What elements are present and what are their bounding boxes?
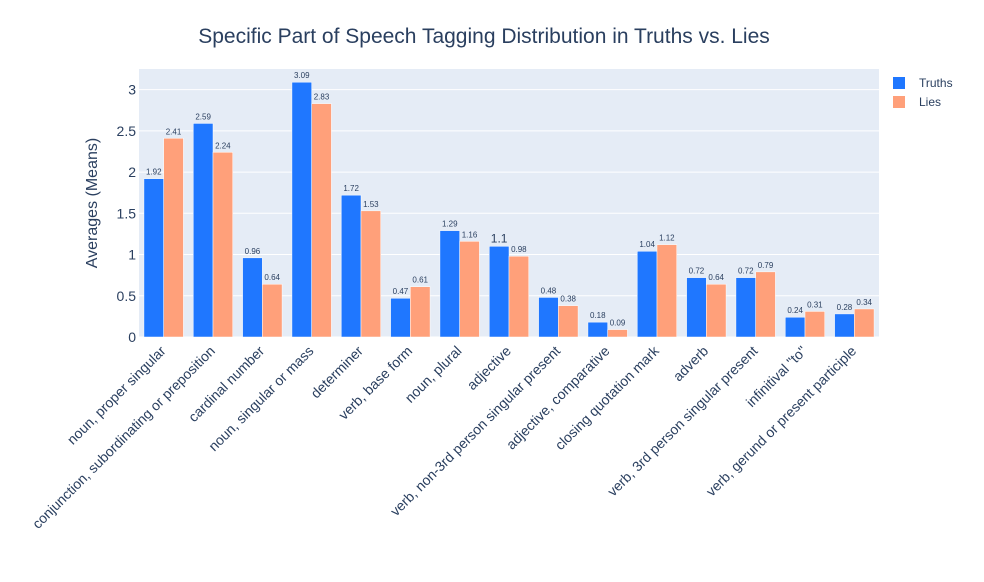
data-label: 0.31	[807, 300, 823, 309]
data-label: 3.09	[294, 71, 310, 80]
y-axis-ticks: 0 0.5 1 1.5 2 2.5 3	[117, 82, 137, 345]
bar-truths	[193, 123, 214, 338]
chart-title: Specific Part of Speech Tagging Distribu…	[198, 25, 770, 48]
data-label: 0.18	[590, 311, 606, 320]
data-label: 2.83	[314, 93, 330, 102]
bar-truths	[242, 257, 263, 338]
bar-lies	[163, 138, 184, 338]
bar-lies	[459, 241, 480, 338]
bars	[143, 81, 875, 338]
bar-lies	[854, 308, 875, 338]
bar-truths	[686, 277, 707, 338]
data-label: 0.34	[856, 298, 872, 307]
data-label: 2.24	[215, 141, 231, 150]
data-labels: 1.92 2.41 2.59 2.24 0.96 0.64 3.09 2.83 1.72 1.53…	[146, 71, 873, 327]
bar-lies	[262, 283, 283, 338]
y-tick-label: 1	[128, 247, 136, 263]
bar-truths	[587, 321, 608, 338]
bar-lies	[607, 329, 628, 338]
bar-lies	[656, 244, 677, 338]
data-label: 2.41	[166, 127, 182, 136]
data-label: 0.96	[245, 247, 261, 256]
bar-lies	[360, 210, 381, 338]
bar-truths	[390, 297, 411, 338]
bar-lies	[311, 103, 332, 338]
bar-truths	[489, 246, 510, 338]
data-label: 1.16	[462, 230, 478, 239]
data-label: 1.53	[363, 200, 379, 209]
bar-truths	[735, 277, 756, 338]
bar-lies	[804, 311, 825, 338]
data-label: 1.92	[146, 168, 162, 177]
data-label: 0.72	[738, 267, 754, 276]
data-label: 1.72	[343, 184, 359, 193]
bar-truths	[834, 313, 855, 338]
bar-truths	[538, 297, 559, 338]
x-tick-label: adjective	[464, 342, 515, 393]
legend: Truths Lies	[893, 76, 953, 109]
bar-lies	[558, 305, 579, 338]
bar-lies	[410, 286, 431, 338]
bar-truths	[439, 230, 460, 338]
data-label: 1.04	[639, 240, 655, 249]
y-tick-label: 2.5	[117, 123, 137, 139]
x-tick-label: conjunction, subordinating or prepositio…	[29, 343, 218, 532]
data-label: 1.12	[659, 234, 675, 243]
y-axis-title: Averages (Means)	[84, 138, 101, 268]
bar-lies	[508, 255, 529, 338]
y-tick-label: 1.5	[117, 205, 137, 221]
data-label: 0.24	[787, 306, 803, 315]
legend-swatch-truths	[893, 77, 905, 89]
data-label: 1.1	[491, 231, 508, 245]
data-label: 1.29	[442, 220, 458, 229]
legend-label-lies: Lies	[919, 95, 941, 109]
data-label: 0.79	[758, 261, 774, 270]
y-tick-label: 3	[128, 82, 136, 98]
y-tick-label: 0.5	[117, 288, 137, 304]
data-label: 0.61	[412, 276, 428, 285]
legend-swatch-lies	[893, 96, 905, 108]
data-label: 0.09	[610, 319, 626, 328]
data-label: 0.64	[708, 273, 724, 282]
bar-truths	[785, 316, 806, 338]
legend-label-truths: Truths	[919, 76, 953, 90]
data-label: 0.38	[560, 295, 576, 304]
data-label: 0.64	[264, 273, 280, 282]
data-label: 0.48	[541, 286, 557, 295]
bar-lies	[706, 283, 727, 338]
bar-truths	[291, 81, 312, 338]
bar-truths	[143, 178, 164, 338]
data-label: 2.59	[195, 112, 211, 121]
bar-truths	[637, 250, 658, 338]
data-label: 0.28	[837, 303, 853, 312]
bar-lies	[755, 271, 776, 338]
data-label: 0.98	[511, 245, 527, 254]
data-label: 0.47	[393, 287, 409, 296]
data-label: 0.72	[689, 267, 705, 276]
y-tick-label: 2	[128, 164, 136, 180]
y-tick-label: 0	[128, 329, 136, 345]
bar-truths	[341, 194, 362, 338]
bar-lies	[212, 152, 233, 338]
x-tick-label: adverb	[670, 342, 712, 384]
